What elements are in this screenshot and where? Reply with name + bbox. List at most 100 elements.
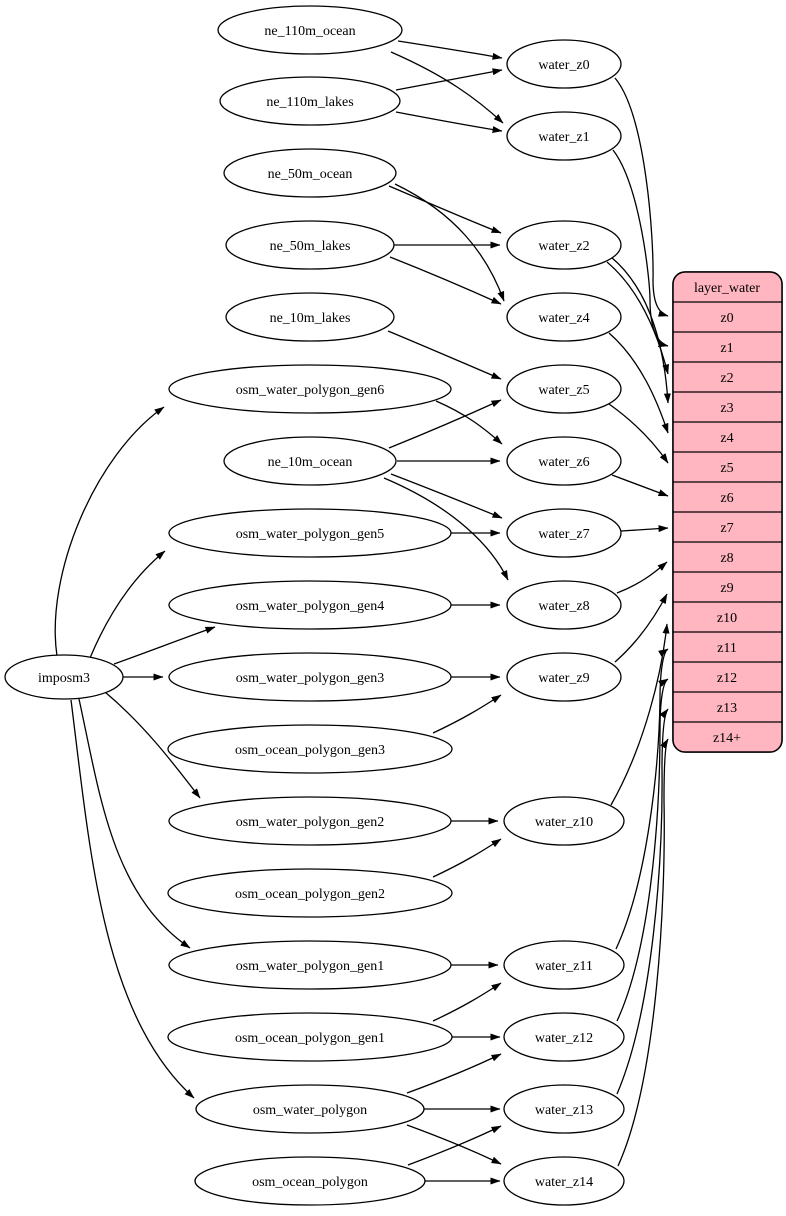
node-ne_10m_ocean: ne_10m_ocean [223, 436, 397, 486]
node-osm_water_polygon_gen4: osm_water_polygon_gen4 [168, 580, 452, 630]
edge-osm_ocean_polygon_gen3-water_z9 [432, 694, 502, 734]
node-label: ne_10m_lakes [270, 311, 351, 326]
node-ellipse [223, 436, 397, 486]
node-water_z10: water_z10 [503, 796, 625, 846]
node-label: osm_water_polygon_gen3 [236, 671, 385, 686]
node-water_z5: water_z5 [506, 364, 622, 414]
edge-imposm3-osm_water_polygon_gen5 [89, 550, 166, 659]
node-osm_ocean_polygon_gen2: osm_ocean_polygon_gen2 [167, 868, 453, 918]
edge-osm_water_polygon_gen6-water_z6 [435, 400, 503, 445]
node-ellipse [225, 220, 395, 270]
edge-osm_ocean_polygon_gen1-water_z11 [432, 982, 502, 1022]
node-osm_water_polygon: osm_water_polygon [195, 1084, 425, 1134]
node-label: ne_50m_ocean [268, 167, 353, 182]
node-water_z1: water_z1 [506, 111, 622, 161]
table-row-z8: z8 [720, 551, 733, 566]
node-ne_10m_lakes: ne_10m_lakes [225, 292, 395, 342]
node-ne_110m_lakes: ne_110m_lakes [219, 76, 401, 126]
edge-water_z12-row_z12 [616, 678, 669, 1022]
node-label: water_z10 [535, 815, 593, 830]
table-row-z5: z5 [720, 461, 733, 476]
edge-osm_ocean_polygon_gen2-water_z10 [432, 838, 502, 878]
node-ellipse [168, 580, 452, 630]
node-ellipse [506, 39, 622, 89]
node-label: water_z0 [538, 58, 589, 73]
table-row-z1: z1 [720, 341, 733, 356]
edge-ne_110m_ocean-water_z0 [397, 40, 503, 60]
edge-ne_10m_ocean-water_z5 [388, 399, 502, 449]
edge-ne_10m_lakes-water_z5 [387, 330, 502, 380]
node-label: imposm3 [38, 671, 90, 686]
node-water_z4: water_z4 [506, 292, 622, 342]
node-label: osm_ocean_polygon_gen1 [235, 1031, 385, 1046]
edge-water_z5-row_z5 [608, 403, 669, 464]
edge-imposm3-osm_water_polygon_gen2 [104, 691, 201, 799]
node-water_z2: water_z2 [506, 220, 622, 270]
node-ellipse [194, 1156, 426, 1206]
node-ellipse [168, 508, 452, 558]
edge-imposm3-osm_water_polygon_gen4 [113, 626, 216, 665]
node-imposm3: imposm3 [4, 654, 124, 700]
edge-water_z2-row_z2 [606, 261, 670, 375]
node-label: water_z1 [538, 130, 589, 145]
node-ne_110m_ocean: ne_110m_ocean [217, 5, 403, 55]
edge-water_z9-row_z9 [614, 593, 668, 663]
node-water_z14: water_z14 [503, 1156, 625, 1206]
table-row-z4: z4 [720, 431, 733, 446]
node-ellipse [4, 654, 124, 700]
table-row-z7: z7 [720, 521, 733, 536]
edge-water_z0-row_z0 [614, 77, 669, 317]
node-ellipse [503, 1084, 625, 1134]
node-ne_50m_ocean: ne_50m_ocean [223, 148, 397, 198]
edge-water_z4-row_z4 [608, 332, 669, 434]
node-osm_ocean_polygon: osm_ocean_polygon [194, 1156, 426, 1206]
edge-water_z7-row_z7 [620, 525, 669, 533]
edge-ne_110m_ocean-water_z1 [390, 51, 504, 124]
node-label: osm_water_polygon_gen5 [236, 527, 385, 542]
table-header: layer_water [694, 281, 760, 296]
edge-water_z13-row_z13 [616, 708, 669, 1095]
node-ellipse [219, 76, 401, 126]
node-label: water_z13 [535, 1103, 593, 1118]
node-label: water_z7 [538, 527, 589, 542]
table-row-z6: z6 [720, 491, 733, 506]
node-ellipse [217, 5, 403, 55]
node-label: water_z12 [535, 1031, 593, 1046]
node-water_z11: water_z11 [503, 940, 625, 990]
node-ellipse [168, 940, 452, 990]
node-osm_ocean_polygon_gen1: osm_ocean_polygon_gen1 [167, 1012, 453, 1062]
edge-ne_50m_ocean-water_z2 [388, 185, 502, 234]
table-row-z2: z2 [720, 371, 733, 386]
node-label: water_z6 [538, 455, 589, 470]
node-ellipse [506, 364, 622, 414]
node-ne_50m_lakes: ne_50m_lakes [225, 220, 395, 270]
node-ellipse [168, 796, 452, 846]
node-ellipse [167, 868, 453, 918]
edge-water_z10-row_z10 [610, 623, 670, 806]
edge-ne_110m_lakes-water_z1 [395, 111, 503, 133]
node-osm_water_polygon_gen2: osm_water_polygon_gen2 [168, 796, 452, 846]
table-row-z10: z10 [717, 611, 737, 626]
edge-layer [54, 40, 671, 1185]
node-ellipse [506, 652, 622, 702]
edge-ne_50m_lakes-water_z4 [389, 256, 502, 305]
edge-ne_10m_ocean-water_z8 [383, 477, 509, 581]
node-ellipse [503, 796, 625, 846]
edge-imposm3-osm_water_polygon_gen1 [78, 698, 191, 949]
node-water_z8: water_z8 [506, 580, 622, 630]
node-osm_water_polygon_gen6: osm_water_polygon_gen6 [168, 364, 452, 414]
node-label: water_z2 [538, 239, 589, 254]
edge-water_z1-row_z1 [612, 149, 669, 348]
node-label: osm_ocean_polygon_gen3 [235, 743, 385, 758]
node-label: osm_water_polygon_gen4 [236, 599, 385, 614]
node-label: ne_110m_ocean [264, 24, 355, 39]
node-label: water_z11 [535, 959, 593, 974]
table-row-z0: z0 [720, 311, 733, 326]
node-ellipse [506, 220, 622, 270]
node-ellipse [503, 1156, 625, 1206]
node-ellipse [506, 292, 622, 342]
node-label: water_z8 [538, 599, 589, 614]
node-water_z0: water_z0 [506, 39, 622, 89]
edge-imposm3-osm_water_polygon [70, 699, 195, 1099]
